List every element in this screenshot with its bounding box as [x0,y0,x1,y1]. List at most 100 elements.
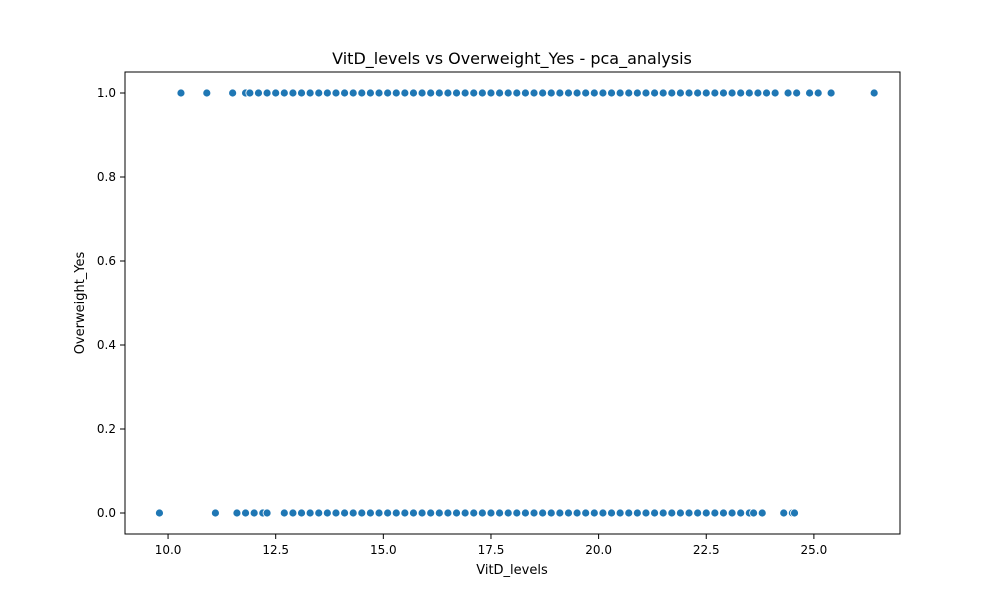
data-point [684,88,694,98]
data-point [469,508,479,518]
data-point [314,508,324,518]
data-point [710,88,720,98]
data-point [693,88,703,98]
data-point [383,88,393,98]
data-point [288,88,298,98]
data-point [322,508,332,518]
data-point [486,88,496,98]
data-point [632,508,642,518]
data-point [869,88,879,98]
data-point [736,88,746,98]
data-point [632,88,642,98]
data-point [701,88,711,98]
x-tick-label: 22.5 [693,543,720,557]
data-point [366,88,375,98]
data-point [426,88,436,98]
data-point [495,508,504,518]
data-point [486,508,496,518]
data-point [658,88,668,98]
data-point [521,508,530,518]
data-point [331,88,341,98]
data-point [262,508,272,518]
data-point [383,508,393,518]
data-point [790,508,799,518]
data-point [477,88,487,98]
x-tick-label: 15.0 [370,543,397,557]
data-point [521,88,530,98]
y-tick-label: 1.0 [97,86,116,100]
data-point [443,88,453,98]
data-point [676,508,685,518]
y-tick-label: 0.6 [97,254,116,268]
data-point [512,508,522,518]
data-point [572,508,582,518]
data-point [615,88,625,98]
data-point [288,508,298,518]
data-point [512,88,522,98]
data-point [624,88,634,98]
data-point [279,88,289,98]
y-tick-label: 0.4 [97,338,116,352]
data-point [374,88,384,98]
data-point [589,88,599,98]
data-point [701,508,711,518]
data-point [348,508,358,518]
data-point [305,88,315,98]
x-tick-label: 12.5 [262,543,289,557]
data-point [232,508,242,518]
data-point [254,88,263,98]
y-axis-ticks: 0.0 0.2 0.4 0.6 0.8 1.0 [97,86,125,520]
data-point [409,508,418,518]
data-point [503,508,513,518]
data-point [417,88,427,98]
data-point [249,508,259,518]
plot-frame [124,71,901,535]
data-point [391,88,401,98]
data-point [366,508,375,518]
x-tick-label: 20.0 [585,543,612,557]
data-point [434,88,444,98]
data-point [314,88,324,98]
data-point [176,88,186,98]
data-point [581,88,591,98]
data-point [409,88,418,98]
data-point [374,508,384,518]
data-point [340,508,349,518]
data-point [538,88,548,98]
data-point [727,88,737,98]
data-point [202,88,212,98]
data-point [641,88,651,98]
data-point [710,508,720,518]
data-point [757,508,767,518]
data-point [667,88,677,98]
x-axis-ticks: 10.0 12.5 15.0 17.5 20.0 22.5 25.0 [155,534,828,557]
data-point [529,88,539,98]
data-point [443,508,453,518]
data-point [452,88,461,98]
data-point [727,508,737,518]
x-tick-label: 25.0 [801,543,828,557]
data-point [555,88,565,98]
data-point [749,508,759,518]
data-point [555,508,565,518]
data-point [589,508,599,518]
data-point [641,508,651,518]
data-point [719,88,728,98]
data-point [624,508,634,518]
data-point [245,88,255,98]
data-point [460,508,470,518]
data-point [564,508,573,518]
data-point [805,88,814,98]
data-point [417,508,427,518]
data-point [228,88,238,98]
data-point [331,508,341,518]
data-point [607,508,616,518]
data-point [546,508,556,518]
data-point [155,508,164,518]
y-tick-label: 0.0 [97,506,116,520]
data-point [744,88,754,98]
data-point [434,508,444,518]
data-point [676,88,685,98]
data-point [650,508,659,518]
